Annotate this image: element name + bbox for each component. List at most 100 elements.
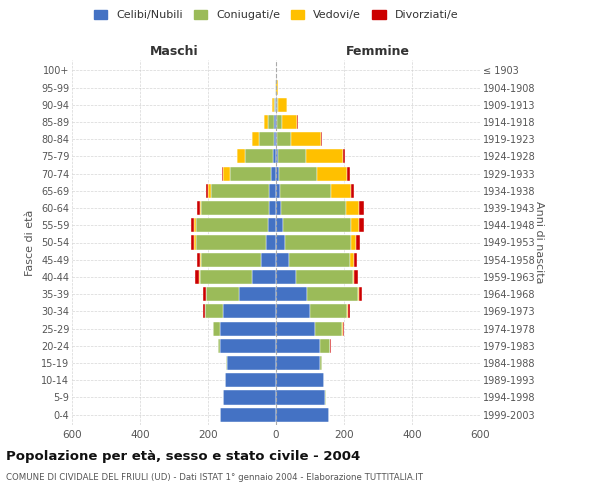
- Bar: [310, 304, 347, 318]
- Bar: [307, 287, 358, 301]
- Y-axis label: Fasce di età: Fasce di età: [25, 210, 35, 276]
- Bar: [352, 184, 354, 198]
- Bar: [252, 132, 259, 146]
- Bar: [296, 270, 353, 284]
- Bar: [358, 287, 359, 301]
- Bar: [276, 115, 277, 129]
- Bar: [353, 252, 357, 267]
- Bar: [359, 218, 364, 232]
- Bar: [264, 115, 268, 129]
- Bar: [276, 408, 329, 422]
- Bar: [197, 201, 199, 215]
- Bar: [348, 304, 350, 318]
- Bar: [276, 98, 277, 112]
- Bar: [237, 150, 245, 164]
- Bar: [220, 338, 276, 353]
- Text: Popolazione per età, sesso e stato civile - 2004: Popolazione per età, sesso e stato civil…: [6, 450, 360, 463]
- Text: COMUNE DI CIVIDALE DEL FRIULI (UD) - Dati ISTAT 1° gennaio 2004 - Elaborazione T: COMUNE DI CIVIDALE DEL FRIULI (UD) - Dat…: [6, 472, 423, 482]
- Bar: [196, 218, 268, 232]
- Bar: [206, 287, 239, 301]
- Bar: [272, 150, 276, 164]
- Bar: [271, 166, 276, 180]
- Bar: [278, 150, 305, 164]
- Bar: [276, 184, 280, 198]
- Bar: [196, 236, 266, 250]
- Bar: [305, 150, 343, 164]
- Bar: [359, 287, 362, 301]
- Bar: [201, 252, 260, 267]
- Bar: [359, 201, 364, 215]
- Bar: [282, 115, 298, 129]
- Bar: [276, 166, 280, 180]
- Bar: [206, 184, 208, 198]
- Bar: [274, 98, 275, 112]
- Bar: [191, 218, 194, 232]
- Bar: [252, 270, 276, 284]
- Bar: [277, 98, 278, 112]
- Bar: [194, 236, 196, 250]
- Bar: [245, 150, 272, 164]
- Bar: [351, 236, 356, 250]
- Bar: [260, 252, 276, 267]
- Bar: [203, 287, 206, 301]
- Bar: [347, 166, 350, 180]
- Bar: [272, 98, 274, 112]
- Bar: [276, 373, 323, 388]
- Bar: [276, 304, 310, 318]
- Bar: [218, 338, 220, 353]
- Bar: [223, 166, 230, 180]
- Bar: [259, 132, 274, 146]
- Bar: [346, 201, 359, 215]
- Bar: [276, 338, 320, 353]
- Bar: [203, 304, 205, 318]
- Bar: [320, 356, 322, 370]
- Bar: [195, 270, 199, 284]
- Bar: [321, 132, 322, 146]
- Bar: [350, 252, 353, 267]
- Text: Femmine: Femmine: [346, 46, 410, 59]
- Bar: [356, 236, 360, 250]
- Bar: [276, 236, 284, 250]
- Bar: [222, 166, 223, 180]
- Bar: [351, 218, 359, 232]
- Bar: [276, 270, 296, 284]
- Bar: [277, 132, 290, 146]
- Bar: [211, 184, 269, 198]
- Bar: [268, 115, 274, 129]
- Bar: [274, 132, 276, 146]
- Bar: [269, 184, 276, 198]
- Bar: [280, 184, 331, 198]
- Bar: [220, 408, 276, 422]
- Bar: [320, 338, 331, 353]
- Bar: [276, 218, 283, 232]
- Bar: [239, 287, 276, 301]
- Bar: [331, 184, 352, 198]
- Bar: [353, 270, 354, 284]
- Bar: [289, 252, 350, 267]
- Bar: [277, 80, 278, 94]
- Bar: [276, 132, 277, 146]
- Bar: [213, 322, 220, 336]
- Bar: [274, 115, 276, 129]
- Bar: [230, 166, 271, 180]
- Bar: [343, 150, 344, 164]
- Bar: [278, 98, 287, 112]
- Y-axis label: Anni di nascita: Anni di nascita: [534, 201, 544, 284]
- Bar: [194, 218, 196, 232]
- Bar: [277, 115, 282, 129]
- Bar: [269, 201, 276, 215]
- Bar: [276, 322, 315, 336]
- Bar: [223, 390, 276, 404]
- Bar: [343, 322, 344, 336]
- Bar: [227, 356, 276, 370]
- Bar: [225, 373, 276, 388]
- Bar: [283, 218, 351, 232]
- Bar: [317, 166, 347, 180]
- Bar: [276, 252, 289, 267]
- Bar: [199, 270, 252, 284]
- Legend: Celibi/Nubili, Coniugati/e, Vedovi/e, Divorziati/e: Celibi/Nubili, Coniugati/e, Vedovi/e, Di…: [89, 6, 463, 25]
- Bar: [276, 150, 278, 164]
- Bar: [315, 322, 342, 336]
- Bar: [197, 252, 200, 267]
- Bar: [276, 356, 320, 370]
